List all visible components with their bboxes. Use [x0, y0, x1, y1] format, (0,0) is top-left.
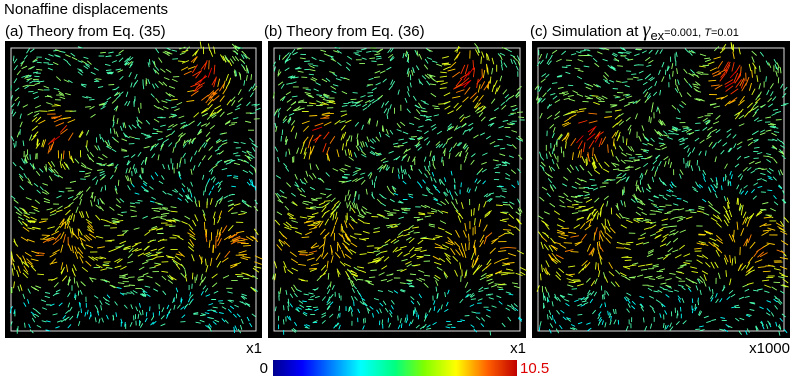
colorbar-min: 0	[260, 360, 268, 377]
displacement-vectors	[555, 60, 785, 260]
colorbar-max: 10.5	[520, 360, 549, 377]
label-part: T	[704, 27, 712, 39]
scale-label: x1	[510, 340, 526, 357]
displacement-vectors	[540, 51, 789, 276]
panel	[532, 41, 790, 338]
panel	[5, 41, 263, 338]
displacement-vectors	[299, 68, 517, 256]
displacement-vectors	[274, 45, 527, 286]
scale-label: x1000	[749, 340, 790, 357]
label-part: =0.01	[711, 27, 739, 39]
displacement-vectors	[10, 41, 262, 293]
label-part: =0.001,	[664, 27, 704, 39]
scale-label: x1	[246, 340, 262, 357]
displacement-vectors	[11, 56, 263, 274]
displacement-vectors	[272, 46, 525, 336]
colorbar	[273, 360, 517, 376]
label-part: γ	[643, 19, 652, 41]
figure-title: Nonaffine displacements	[4, 1, 168, 18]
label-part: (c) Simulation at	[530, 23, 643, 40]
panel	[268, 41, 527, 338]
displacement-vectors	[576, 69, 738, 144]
displacement-vectors	[313, 60, 484, 153]
displacement-vectors	[538, 170, 788, 335]
displacement-vectors	[577, 61, 746, 153]
displacement-vectors	[51, 67, 213, 143]
displacement-vectors	[534, 46, 787, 293]
panel-label: (c) Simulation at γex=0.001, T=0.01	[530, 19, 739, 43]
displacement-vectors	[312, 66, 475, 131]
panel-label: (b) Theory from Eq. (36)	[264, 23, 425, 40]
label-part: ex	[650, 28, 664, 43]
displacement-vectors	[272, 43, 525, 294]
displacement-vectors	[536, 42, 789, 292]
displacement-vectors	[35, 56, 248, 258]
displacement-vectors	[10, 45, 261, 334]
displacement-vectors	[278, 170, 523, 335]
displacement-vectors	[276, 50, 517, 275]
panel-label: (a) Theory from Eq. (35)	[5, 23, 166, 40]
